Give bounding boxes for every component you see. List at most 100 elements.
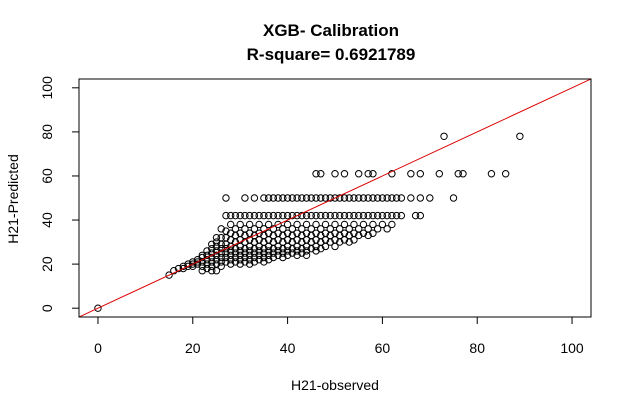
data-point bbox=[283, 211, 292, 220]
data-point bbox=[260, 258, 268, 266]
data-point bbox=[336, 225, 344, 233]
data-point bbox=[326, 194, 334, 202]
data-point bbox=[208, 249, 216, 257]
data-point bbox=[288, 225, 297, 233]
data-point bbox=[440, 132, 448, 141]
x-axis: 0 20 40 60 80 100 bbox=[94, 316, 584, 356]
data-point bbox=[245, 256, 254, 264]
data-point bbox=[364, 225, 372, 233]
data-point bbox=[312, 194, 320, 202]
data-point bbox=[283, 229, 292, 237]
data-point bbox=[189, 258, 197, 266]
data-point bbox=[331, 220, 339, 229]
data-point bbox=[283, 247, 292, 255]
data-point bbox=[459, 170, 467, 178]
data-point bbox=[326, 211, 334, 220]
data-point bbox=[231, 211, 240, 220]
data-point bbox=[250, 194, 259, 202]
data-point bbox=[245, 211, 254, 220]
data-point bbox=[165, 271, 173, 279]
data-point bbox=[217, 249, 225, 257]
y-tick-label: 20 bbox=[39, 256, 55, 272]
data-point bbox=[241, 225, 249, 233]
data-point bbox=[236, 260, 244, 268]
data-point bbox=[373, 225, 382, 233]
data-point bbox=[317, 194, 325, 202]
data-point bbox=[279, 249, 287, 257]
data-point bbox=[340, 170, 349, 178]
data-point bbox=[326, 225, 334, 233]
data-point bbox=[312, 229, 320, 237]
data-point bbox=[241, 211, 249, 220]
data-point bbox=[231, 225, 240, 233]
data-point bbox=[312, 170, 320, 178]
data-point bbox=[397, 211, 406, 220]
data-point bbox=[298, 211, 306, 220]
data-point bbox=[364, 211, 372, 220]
data-point bbox=[369, 211, 377, 220]
data-point bbox=[208, 253, 216, 262]
data-point bbox=[355, 170, 363, 178]
data-point bbox=[369, 229, 377, 237]
data-point bbox=[260, 194, 268, 202]
data-point bbox=[236, 247, 244, 255]
data-point bbox=[283, 251, 292, 260]
data-point bbox=[227, 220, 235, 229]
data-point bbox=[298, 225, 306, 233]
data-point bbox=[193, 256, 202, 264]
data-point bbox=[241, 258, 249, 266]
data-point bbox=[264, 194, 273, 202]
data-point bbox=[364, 170, 372, 178]
data-point bbox=[378, 211, 387, 220]
data-point bbox=[236, 256, 244, 264]
data-point bbox=[340, 229, 349, 237]
y-tick-label: 40 bbox=[39, 212, 55, 228]
data-point bbox=[293, 251, 301, 260]
data-point bbox=[264, 247, 273, 255]
data-point bbox=[407, 194, 415, 202]
chart-title: XGB- Calibration bbox=[263, 21, 399, 40]
data-point bbox=[264, 211, 273, 220]
data-point bbox=[264, 251, 273, 260]
data-point bbox=[283, 194, 292, 202]
data-point bbox=[222, 194, 230, 202]
data-point bbox=[203, 264, 211, 273]
data-point bbox=[227, 260, 235, 268]
data-point bbox=[416, 211, 425, 220]
data-point bbox=[359, 229, 368, 237]
data-point bbox=[364, 194, 372, 202]
data-point bbox=[269, 211, 278, 220]
data-point bbox=[245, 247, 254, 255]
data-point bbox=[217, 244, 225, 253]
data-point bbox=[231, 253, 240, 262]
data-point bbox=[298, 249, 306, 257]
data-point bbox=[212, 256, 221, 264]
data-point bbox=[369, 170, 377, 178]
data-point bbox=[359, 194, 368, 202]
data-point bbox=[516, 132, 524, 141]
data-point bbox=[217, 225, 225, 233]
data-point bbox=[383, 211, 391, 220]
data-point bbox=[454, 170, 462, 178]
data-point bbox=[307, 211, 315, 220]
data-point bbox=[373, 211, 382, 220]
data-point bbox=[212, 238, 221, 246]
data-point bbox=[288, 194, 297, 202]
data-point bbox=[317, 211, 325, 220]
data-point bbox=[312, 247, 320, 255]
data-point bbox=[236, 220, 244, 229]
data-point bbox=[250, 225, 259, 233]
data-point bbox=[260, 253, 268, 262]
data-point bbox=[359, 211, 368, 220]
data-point bbox=[302, 229, 311, 237]
data-point bbox=[227, 256, 235, 264]
data-point bbox=[269, 194, 278, 202]
data-point bbox=[208, 244, 216, 253]
data-point bbox=[231, 258, 240, 266]
data-point bbox=[260, 211, 268, 220]
data-point bbox=[208, 240, 216, 248]
data-point bbox=[383, 225, 391, 233]
data-point bbox=[260, 225, 268, 233]
data-point bbox=[245, 229, 254, 237]
data-point bbox=[416, 194, 425, 202]
